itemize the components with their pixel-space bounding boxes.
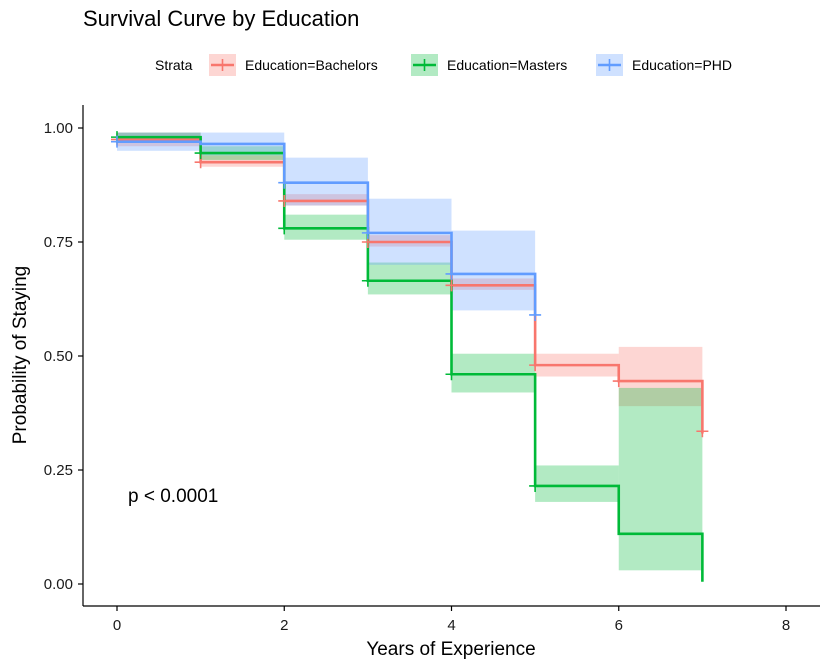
- x-tick-label: 0: [113, 617, 121, 634]
- legend-title: Strata: [155, 57, 193, 73]
- censor-mark-series-0-7: [696, 425, 709, 438]
- x-tick-label: 2: [280, 617, 288, 634]
- y-axis-title: Probability of Staying: [10, 266, 31, 445]
- x-tick-label: 4: [447, 617, 455, 634]
- censor-mark-series-2-1: [278, 176, 291, 189]
- censor-marks: [111, 131, 709, 492]
- censor-mark-series-1-1: [194, 147, 207, 160]
- y-tick-label: 0.00: [44, 576, 73, 593]
- x-tick-label: 8: [782, 617, 790, 634]
- censor-mark-series-0-2: [278, 194, 291, 207]
- legend-label-series-1: Education=Masters: [447, 57, 567, 73]
- ci-band-series-0-step-6: [618, 346, 703, 407]
- legend: Strata Education=Bachelors Education=Mast…: [155, 54, 732, 76]
- censor-mark-series-2-4: [529, 308, 542, 321]
- y-tick-label: 0.25: [44, 462, 73, 479]
- chart-title: Survival Curve by Education: [83, 6, 359, 31]
- axes: 0 2 4 6 8 0.00 0.25 0.50 0.75 1.00: [44, 105, 820, 634]
- censor-mark-series-1-4: [445, 368, 458, 381]
- legend-label-series-2: Education=PHD: [632, 57, 732, 73]
- censor-mark-series-0-5: [529, 359, 542, 372]
- y-tick-label: 0.50: [44, 348, 73, 365]
- ci-band-series-1-step-5: [535, 465, 619, 502]
- x-tick-label: 6: [615, 617, 623, 634]
- y-tick-label: 1.00: [44, 120, 73, 137]
- censor-mark-series-2-0: [111, 135, 123, 148]
- legend-label-series-0: Education=Bachelors: [245, 57, 378, 73]
- y-ticks: 0.00 0.25 0.50 0.75 1.00: [44, 120, 83, 593]
- y-tick-label: 0.75: [44, 234, 73, 251]
- censor-mark-series-1-3: [361, 274, 374, 287]
- censor-mark-series-2-3: [445, 267, 458, 280]
- p-value-annotation: p < 0.0001: [128, 486, 218, 507]
- survival-line-series-2: [117, 140, 537, 315]
- censor-mark-series-1-5: [529, 479, 542, 492]
- x-axis-title: Years of Experience: [366, 639, 535, 660]
- censor-mark-series-1-2: [278, 222, 291, 235]
- ci-band-series-1-step-3: [367, 262, 452, 295]
- x-ticks: 0 2 4 6 8: [113, 606, 790, 634]
- censor-mark-series-0-6: [612, 375, 625, 388]
- censor-mark-series-2-2: [361, 226, 374, 239]
- ci-band-series-1-step-6: [618, 387, 703, 571]
- legend-items: Education=Bachelors Education=Masters Educ…: [209, 54, 732, 76]
- ci-band-series-2-step-4: [451, 230, 536, 311]
- censor-mark-series-0-4: [445, 279, 458, 292]
